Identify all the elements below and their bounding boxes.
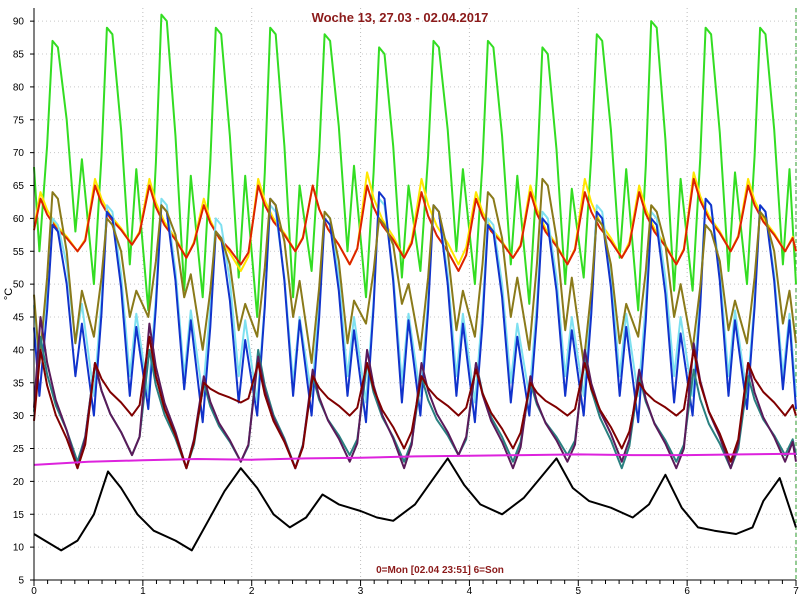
x-tick-label: 0: [31, 586, 37, 597]
series-line-4: [33, 191, 797, 424]
y-tick-label: 55: [13, 247, 25, 258]
x-tick-label: 6: [684, 586, 690, 597]
x-tick-label: 5: [576, 586, 582, 597]
y-tick-label: 20: [13, 477, 25, 488]
data-series: [33, 13, 797, 552]
x-tick-label: 7: [793, 586, 799, 597]
y-tick-label: 60: [13, 214, 25, 225]
x-tick-label: 1: [140, 586, 146, 597]
y-tick-label: 50: [13, 280, 25, 291]
series-line-5: [33, 177, 797, 364]
y-axis-label: °C: [3, 288, 15, 300]
chart-footer: 0=Mon [02.04 23:51] 6=Son: [376, 565, 504, 576]
y-tick-label: 70: [13, 148, 25, 159]
y-tick-label: 25: [13, 444, 25, 455]
y-tick-label: 80: [13, 82, 25, 93]
y-tick-label: 35: [13, 378, 25, 389]
x-tick-label: 4: [467, 586, 473, 597]
x-tick-label: 3: [358, 586, 364, 597]
y-tick-label: 10: [13, 543, 25, 554]
y-tick-label: 40: [13, 345, 25, 356]
y-tick-label: 5: [18, 576, 24, 587]
x-tick-label: 2: [249, 586, 255, 597]
y-tick-label: 85: [13, 50, 25, 61]
series-line-2: [33, 177, 797, 272]
series-line-9: [33, 452, 797, 466]
y-tick-label: 15: [13, 510, 25, 521]
y-tick-label: 45: [13, 313, 25, 324]
series-line-10: [33, 457, 797, 552]
y-tick-label: 65: [13, 181, 25, 192]
chart-title: Woche 13, 27.03 - 02.04.2017: [312, 10, 489, 25]
y-tick-label: 90: [13, 17, 25, 28]
y-tick-label: 30: [13, 411, 25, 422]
y-tick-label: 75: [13, 115, 25, 126]
series-line-8: [33, 335, 797, 470]
